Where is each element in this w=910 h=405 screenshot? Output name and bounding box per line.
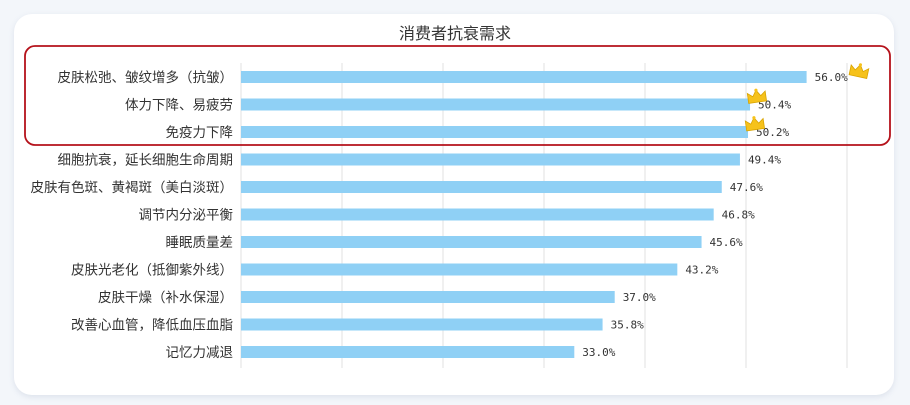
bar [241,181,722,193]
category-label: 皮肤干燥（补水保湿） [98,290,233,306]
category-label: 细胞抗衰，延长细胞生命周期 [58,152,234,169]
category-label: 改善心血管，降低血压血脂 [71,318,233,334]
crown-shape [746,89,767,104]
crown-jewel [754,88,758,92]
category-label: 体力下降、易疲劳 [125,97,233,114]
value-label: 50.2% [756,126,789,139]
bar [241,318,603,331]
bar [241,346,575,358]
value-label: 56.0% [815,71,848,84]
crown-jewel [858,63,863,67]
category-label: 皮肤松弛、皱纹增多（抗皱） [58,69,234,86]
category-label: 记忆力减退 [166,345,234,361]
bar [241,208,714,221]
crown-shape [848,64,870,79]
value-label: 43.2% [685,264,718,277]
crown-icon [744,116,765,132]
category-label: 睡眠质量差 [166,235,234,251]
value-label: 33.0% [582,346,615,359]
highlight-box [24,45,891,146]
crown-icon [746,88,767,104]
category-label: 皮肤有色斑、黄褐斑（美白淡斑） [31,179,234,196]
value-label: 50.4% [758,99,791,112]
value-label: 45.6% [710,236,743,249]
crown-icon [848,63,870,79]
bar [241,153,740,166]
value-label: 46.8% [722,209,755,222]
crown-jewel [752,116,756,120]
category-label: 免疫力下降 [166,125,234,141]
bar [241,236,702,248]
value-label: 35.8% [611,319,644,332]
bar [241,263,678,276]
bar [241,291,615,303]
crown-shape [744,117,765,132]
chart-title: 消费者抗衰需求 [398,24,511,43]
value-label: 49.4% [748,154,781,167]
category-label: 调节内分泌平衡 [139,208,234,224]
bar [241,126,749,138]
bar [241,98,751,111]
bar [241,71,807,83]
category-label: 皮肤光老化（抵御紫外线） [71,263,233,279]
value-label: 37.0% [623,291,656,304]
value-label: 47.6% [730,181,763,194]
